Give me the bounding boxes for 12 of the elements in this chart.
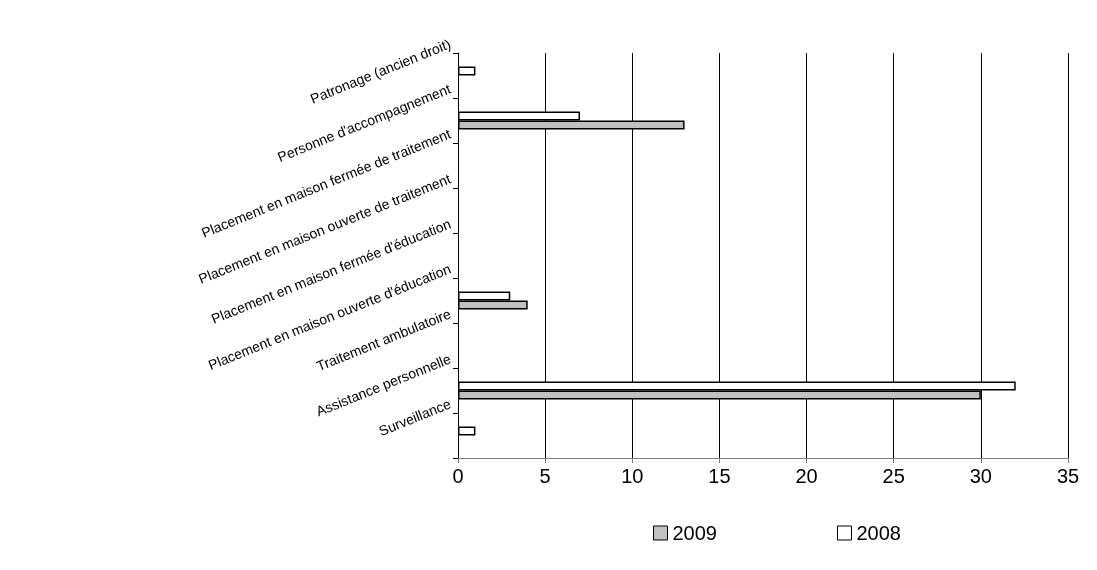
legend-label: 2009 bbox=[672, 522, 717, 544]
x-tick-label: 35 bbox=[1056, 465, 1080, 487]
x-tick-label: 10 bbox=[621, 465, 644, 487]
x-tick-label: 30 bbox=[969, 465, 992, 487]
x-tick-label: 20 bbox=[795, 465, 818, 487]
bar bbox=[458, 426, 476, 436]
legend-label: 2008 bbox=[856, 522, 901, 544]
bar bbox=[458, 66, 476, 76]
x-tick-label: 0 bbox=[452, 465, 464, 487]
x-tick-label: 5 bbox=[539, 465, 551, 487]
x-tick-label: 25 bbox=[882, 465, 905, 487]
x-tick-label: 15 bbox=[708, 465, 731, 487]
